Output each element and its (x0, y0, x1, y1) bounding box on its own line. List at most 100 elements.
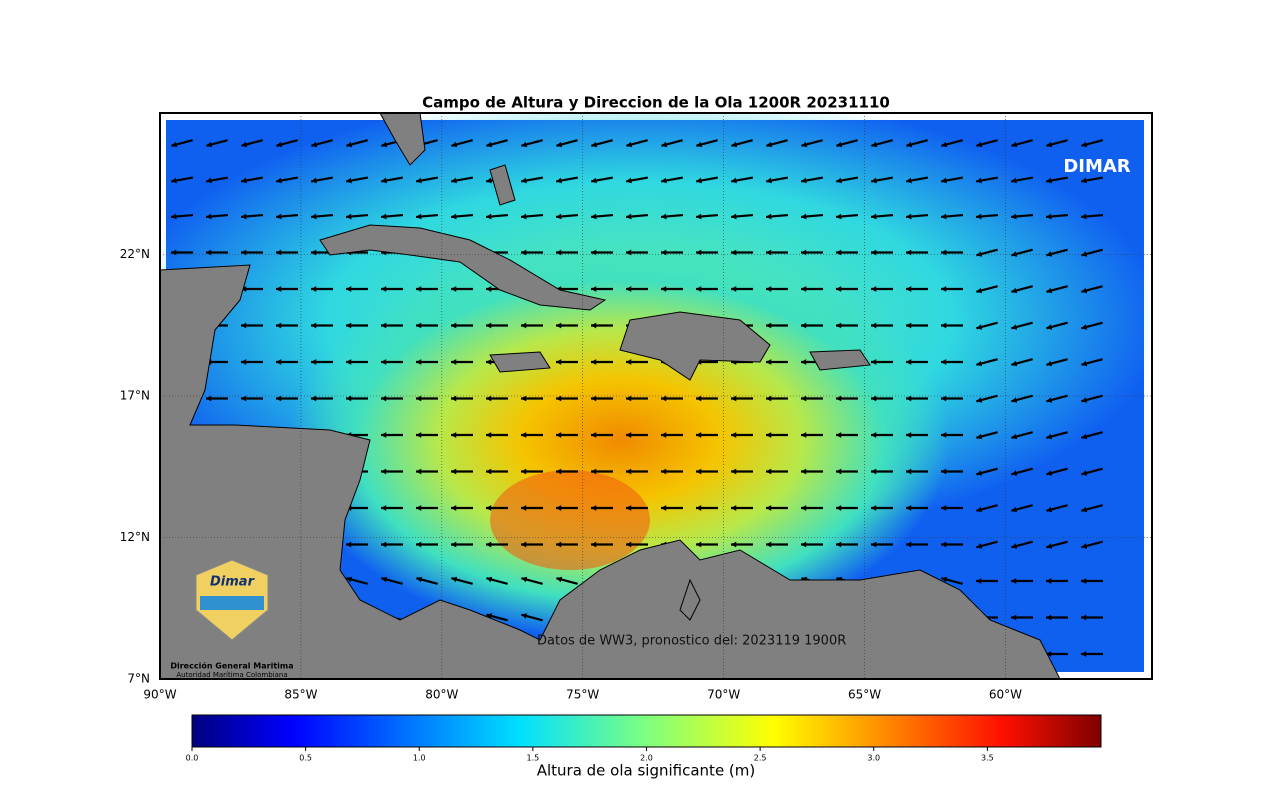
map (160, 113, 1152, 679)
arrow-head (941, 395, 947, 402)
arrow-head (731, 249, 737, 256)
arrow-head (1046, 470, 1053, 476)
arrow-head (591, 468, 597, 475)
arrow-head (381, 322, 387, 329)
arrow-head (906, 249, 912, 256)
arrow-head (836, 177, 842, 184)
arrow-head (871, 505, 877, 511)
arrow-head (626, 505, 632, 511)
arrow-head (451, 322, 457, 329)
arrow-head (836, 249, 842, 256)
arrow-head (276, 322, 282, 329)
arrow-head (381, 177, 387, 184)
arrow-head (941, 359, 947, 365)
arrow-head (941, 141, 948, 148)
arrow-head (836, 395, 842, 402)
arrow-head (486, 395, 492, 402)
lat-tick-label: 7°N (127, 672, 150, 686)
arrow-head (801, 322, 807, 329)
arrow-head (1081, 177, 1087, 184)
colorbar-tick-label: 1.0 (413, 754, 426, 763)
arrow-head (696, 249, 702, 256)
arrow-head (731, 213, 737, 220)
arrow-head (311, 395, 317, 402)
arrow-head (976, 360, 983, 367)
arrow-head (521, 505, 527, 511)
arrow-head (521, 249, 527, 256)
arrow-head (1046, 543, 1053, 549)
arrow-head (976, 397, 983, 403)
arrow-head (311, 322, 317, 329)
arrow-head (486, 576, 493, 583)
arrow-head (381, 213, 387, 220)
arrow-head (1046, 578, 1052, 584)
arrow-head (591, 286, 597, 292)
arrow-head (871, 395, 877, 402)
arrow-head (381, 576, 388, 583)
arrow-head (696, 286, 702, 292)
arrow-head (1011, 543, 1018, 549)
arrow-head (381, 468, 387, 475)
arrow-head (801, 541, 807, 548)
colorbar-tick-label: 1.5 (527, 754, 540, 763)
arrow-head (976, 177, 982, 184)
arrow-head (381, 286, 387, 292)
arrow-head (1046, 213, 1052, 220)
arrow-head (626, 213, 632, 220)
arrow-head (241, 249, 247, 256)
arrow-head (346, 286, 352, 292)
arrow-head (661, 141, 668, 148)
arrow-head (766, 322, 772, 329)
arrow-head (871, 286, 877, 292)
arrow-head (661, 505, 667, 511)
arrow-head (801, 395, 807, 402)
arrow-head (346, 322, 352, 329)
arrow-head (276, 213, 282, 220)
arrow-head (801, 359, 807, 365)
arrow-head (241, 141, 248, 148)
arrow-head (941, 286, 947, 292)
arrow-head (521, 468, 527, 475)
colorbar-tick-label: 0.0 (186, 754, 199, 763)
arrow-head (206, 177, 212, 184)
arrow-head (591, 432, 597, 438)
colorbar-tick-label: 2.0 (640, 754, 653, 763)
arrow-head (976, 578, 982, 584)
arrow-head (1046, 433, 1053, 440)
arrow-head (451, 177, 457, 184)
arrow-head (1081, 213, 1087, 220)
arrow-head (591, 141, 598, 148)
arrow-head (311, 141, 318, 148)
arrow-head (871, 541, 877, 548)
arrow-head (976, 433, 983, 440)
arrow-head (591, 359, 597, 365)
arrow-head (661, 249, 667, 256)
colorbar-tick-label: 0.5 (299, 754, 312, 763)
arrow-head (976, 324, 983, 330)
arrow-head (626, 541, 632, 548)
arrow-head (1046, 287, 1053, 294)
arrow-head (451, 395, 457, 402)
arrow-head (976, 470, 983, 476)
arrow-head (311, 359, 317, 365)
arrow-head (626, 249, 632, 256)
arrow-head (311, 177, 317, 184)
arrow-head (276, 141, 283, 148)
arrow-head (521, 613, 528, 619)
lat-tick-label: 17°N (120, 389, 150, 403)
arrow-head (591, 395, 597, 402)
arrow-head (521, 576, 528, 583)
arrow-head (1081, 578, 1087, 584)
arrow-head (416, 576, 423, 583)
arrow-head (941, 177, 947, 184)
arrow-head (1011, 360, 1018, 367)
arrow-head (766, 505, 772, 511)
arrow-head (556, 141, 563, 148)
arrow-head (486, 432, 492, 438)
arrow-head (626, 468, 632, 475)
logo-subtitle: Autoridad Marítima Colombiana (176, 671, 287, 679)
arrow-head (416, 177, 422, 184)
arrow-head (941, 432, 947, 438)
arrow-head (661, 213, 667, 220)
arrow-head (696, 177, 702, 184)
